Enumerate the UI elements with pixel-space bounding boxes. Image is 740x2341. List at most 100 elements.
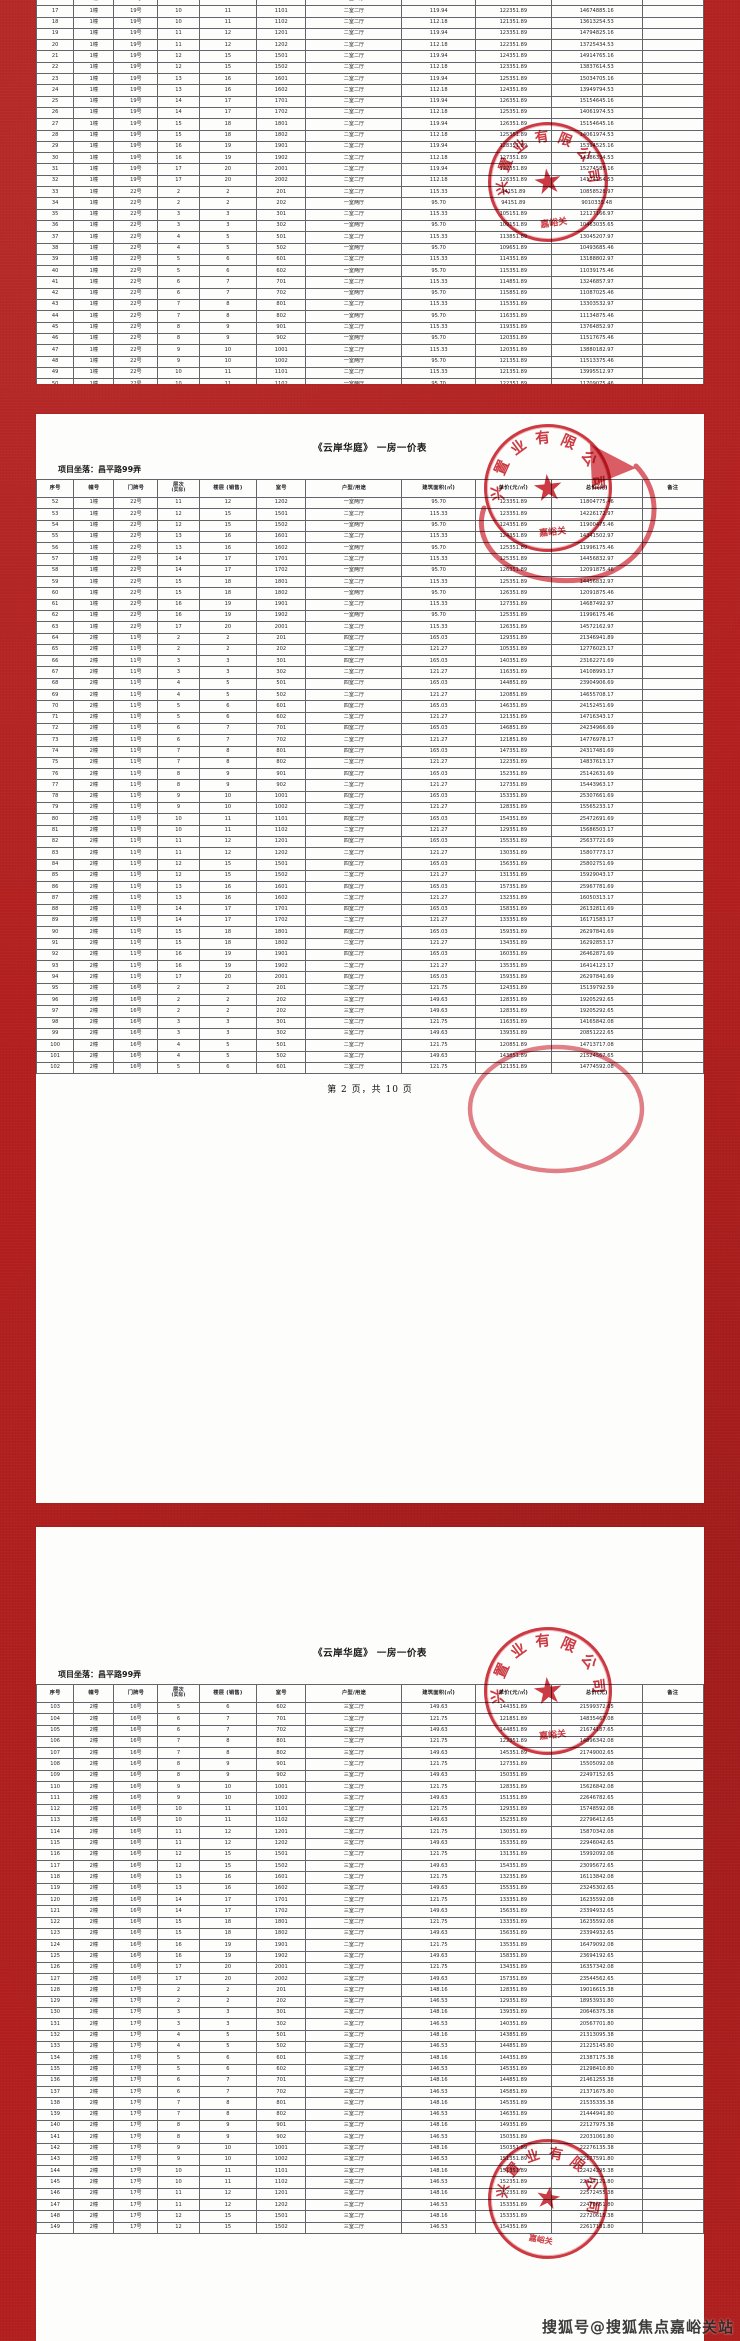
cell-total-price: 14674885.16 [550,5,643,18]
col-header-sales-floor: 楼层 (销售) [198,479,258,498]
table-row: 52 1幢 22号 11 12 1202 一室两厅 95.70 123351.89 1180477… [36,496,704,510]
cell-building: 1幢 [73,564,115,578]
cell-remark [641,790,704,804]
cell-index: 110 [36,1781,75,1794]
cell-remark [641,914,704,928]
cell-unit-type: 二室二厅 [305,39,403,52]
cell-unit-price: 121351.89 [474,711,552,724]
cell-room-no: 1001 [256,1781,307,1794]
cell-building-area: 165.03 [401,858,476,871]
cell-index: 30 [36,152,75,165]
cell-unit-type: 二室二厅 [305,1894,403,1907]
cell-sales-floor: 8 [198,2108,258,2121]
cell-doorplate: 11号 [113,926,159,939]
cell-total-price: 22646782.65 [550,1792,643,1805]
cell-index: 38 [36,242,75,255]
cell-actual-floor: 10 [157,5,200,18]
cell-doorplate: 11号 [113,869,159,883]
cell-total-price: 11039175.46 [550,265,643,278]
cell-sales-floor: 3 [198,1027,258,1041]
table-row: 144 2幢 17号 10 11 1101 三室二厅 148.16 151351.89 22424… [36,2165,704,2178]
cell-actual-floor: 6 [157,276,200,289]
cell-total-price: 15807773.17 [550,847,643,860]
cell-index: 62 [36,609,75,623]
cell-doorplate: 16号 [113,1713,159,1726]
table-row: 22 1幢 19号 12 15 1502 二室二厅 112.18 123351.89 138376… [36,61,704,75]
cell-doorplate: 16号 [113,1701,159,1715]
cell-remark [641,197,704,210]
table-row: 33 1幢 22号 2 2 201 二室二厅 115.33 94151.89 10858528.9… [36,186,704,199]
cell-actual-floor: 5 [157,1061,200,1075]
cell-actual-floor: 8 [157,332,200,346]
cell-unit-price: 144851.89 [474,677,552,691]
cell-building-area: 119.94 [401,163,476,176]
cell-room-no: 2001 [256,621,307,634]
cell-index: 20 [36,39,75,52]
cell-sales-floor: 12 [198,2187,258,2201]
cell-unit-type: 三室二厅 [305,1769,403,1783]
cell-room-no: 1501 [256,1848,307,1862]
cell-actual-floor: 14 [157,553,200,566]
table-row: 55 1幢 22号 13 16 1601 二室二厅 115.33 124351.89 143415… [36,530,704,544]
cell-building: 1幢 [73,355,115,368]
price-table-page-2: 序号 幢号 门牌号 层次 (实际) 楼层 (销售) 室号 户型/用途 建筑面积(㎡… [36,479,704,1075]
cell-building: 2幢 [73,745,115,758]
cell-remark [641,824,704,837]
cell-room-no: 202 [256,1995,307,2009]
cell-building-area: 115.33 [401,576,476,589]
cell-building: 2幢 [73,2074,115,2088]
cell-unit-type: 三室二厅 [305,1837,403,1850]
cell-total-price: 16050313.17 [550,892,643,905]
cell-index: 25 [36,95,75,108]
cell-building: 2幢 [73,1905,115,1918]
cell-index: 122 [36,1916,75,1929]
cell-index: 136 [36,2074,75,2088]
table-row: 27 1幢 19号 15 18 1801 二室二厅 119.94 126351.89 151546… [36,118,704,131]
cell-index: 42 [36,287,75,301]
cell-actual-floor: 5 [157,711,200,724]
cell-remark [641,378,704,384]
cell-room-no: 2002 [256,174,307,188]
cell-unit-type: 二室二厅 [305,1848,403,1862]
col-header-building: 幢号 [73,1684,115,1703]
cell-unit-type: 一室两厅 [305,542,403,555]
cell-unit-price: 159351.89 [474,971,552,984]
cell-sales-floor: 7 [198,2086,258,2099]
cell-sales-floor: 8 [198,1747,258,1760]
table-row: 20 1幢 19号 11 12 1202 二室二厅 112.18 122351.89 137254… [36,39,704,52]
cell-actual-floor: 14 [157,564,200,578]
cell-total-price: 12776023.17 [550,643,643,657]
cell-sales-floor: 15 [198,1860,258,1873]
cell-actual-floor: 14 [157,95,200,108]
cell-total-price: 13995512.97 [550,366,643,380]
cell-unit-price: 115351.89 [474,265,552,278]
cell-doorplate: 19号 [113,163,159,176]
cell-total-price: 22031061.80 [550,2131,643,2144]
cell-unit-price: 127351.89 [474,152,552,165]
cell-unit-price: 126351.89 [474,174,552,188]
cell-unit-price: 122351.89 [474,756,552,770]
cell-unit-type: 二室二厅 [305,5,403,18]
cell-total-price: 11517675.46 [550,332,643,346]
table-row: 82 2幢 11号 11 12 1201 四室二厅 165.03 155351.89 256377… [36,835,704,849]
cell-unit-type: 三室二厅 [305,2119,403,2133]
cell-doorplate: 16号 [113,1950,159,1963]
cell-room-no: 1702 [256,564,307,578]
cell-unit-price: 126351.89 [474,564,552,578]
cell-unit-type: 二室二厅 [305,802,403,815]
cell-sales-floor: 11 [198,2165,258,2178]
cell-total-price: 23245302.65 [550,1882,643,1896]
cell-index: 92 [36,948,75,962]
cell-unit-type: 三室二厅 [305,2108,403,2121]
cell-building: 2幢 [73,1758,115,1771]
cell-doorplate: 11号 [113,745,159,758]
cell-index: 127 [36,1973,75,1986]
cell-unit-type: 二室二厅 [305,824,403,837]
cell-actual-floor: 16 [157,152,200,165]
cell-doorplate: 17号 [113,2176,159,2189]
table-row: 70 2幢 11号 5 6 601 四室二厅 165.03 146351.89 24152451.… [36,700,704,713]
cell-actual-floor: 3 [157,1027,200,1041]
cell-building-area: 149.63 [401,1792,476,1805]
cell-unit-type: 二室二厅 [305,779,403,792]
cell-building-area: 121.27 [401,937,476,950]
